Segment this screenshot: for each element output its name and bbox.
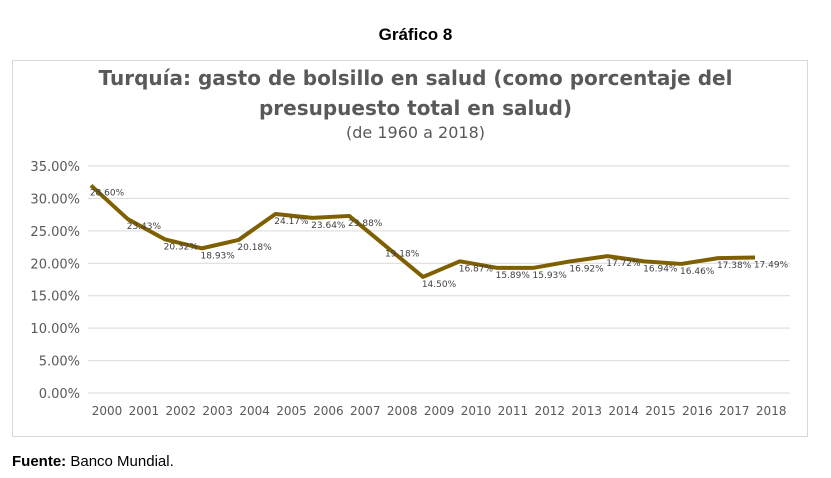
y-tick-label: 10.00% <box>30 322 80 337</box>
x-tick-label: 2007 <box>350 404 381 418</box>
data-label: 28.60% <box>90 188 125 198</box>
y-tick-label: 25.00% <box>30 225 80 240</box>
chart-frame <box>12 60 808 437</box>
data-label: 16.46% <box>680 267 715 277</box>
x-tick-label: 2018 <box>756 404 787 418</box>
data-label: 20.32% <box>164 242 199 252</box>
data-label: 16.94% <box>643 264 678 274</box>
y-tick-label: 20.00% <box>30 257 80 272</box>
x-tick-label: 2014 <box>608 404 639 418</box>
source-note: Fuente: Banco Mundial. <box>12 453 174 470</box>
chart-title: Turquía: gasto de bolsillo en salud (com… <box>0 63 831 123</box>
data-label: 23.64% <box>311 221 346 231</box>
data-label: 16.92% <box>569 264 604 274</box>
data-label: 16.87% <box>459 264 494 274</box>
chart-title-line2: presupuesto total en salud) <box>258 96 573 120</box>
chart-title-line1: Turquía: gasto de bolsillo en salud (com… <box>98 66 733 90</box>
series-line <box>89 183 756 279</box>
y-tick-label: 30.00% <box>30 192 80 207</box>
y-tick-label: 15.00% <box>30 290 80 305</box>
x-tick-label: 2012 <box>535 404 566 418</box>
x-tick-label: 2002 <box>166 404 197 418</box>
chart-subtitle: (de 1960 a 2018) <box>346 123 485 142</box>
source-text: Banco Mundial. <box>70 453 174 470</box>
figure-label: Gráfico 8 <box>378 25 453 44</box>
data-label: 20.18% <box>237 243 272 253</box>
x-tick-label: 2000 <box>92 404 123 418</box>
data-label: 24.17% <box>274 217 309 227</box>
x-tick-label: 2008 <box>387 404 418 418</box>
x-tick-label: 2016 <box>682 404 713 418</box>
data-label: 15.89% <box>496 271 531 281</box>
x-tick-label: 2009 <box>424 404 455 418</box>
x-tick-label: 2001 <box>129 404 160 418</box>
x-tick-label: 2015 <box>645 404 676 418</box>
source-label: Fuente: <box>12 453 67 470</box>
y-tick-label: 5.00% <box>39 355 80 370</box>
x-tick-label: 2004 <box>239 404 270 418</box>
y-tick-label: 35.00% <box>30 160 80 175</box>
x-tick-label: 2010 <box>461 404 492 418</box>
data-label: 18.93% <box>201 251 236 261</box>
x-tick-label: 2011 <box>498 404 529 418</box>
data-label: 15.93% <box>533 271 568 281</box>
data-label: 23.88% <box>348 219 383 229</box>
data-label: 17.38% <box>717 261 752 271</box>
data-label: 14.50% <box>422 280 457 290</box>
x-tick-label: 2017 <box>719 404 750 418</box>
data-label: 19.18% <box>385 249 420 259</box>
data-label: 17.72% <box>606 259 641 269</box>
x-tick-label: 2013 <box>571 404 602 418</box>
y-tick-label: 0.00% <box>39 387 80 402</box>
x-tick-label: 2006 <box>313 404 344 418</box>
x-tick-label: 2005 <box>276 404 307 418</box>
data-label: 17.49% <box>754 260 789 270</box>
x-tick-label: 2003 <box>202 404 233 418</box>
data-label: 23.43% <box>127 222 162 232</box>
